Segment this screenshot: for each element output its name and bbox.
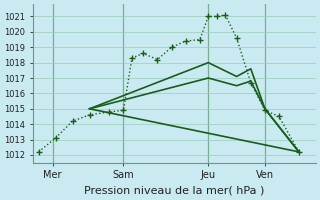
X-axis label: Pression niveau de la mer( hPa ): Pression niveau de la mer( hPa )	[84, 186, 265, 196]
